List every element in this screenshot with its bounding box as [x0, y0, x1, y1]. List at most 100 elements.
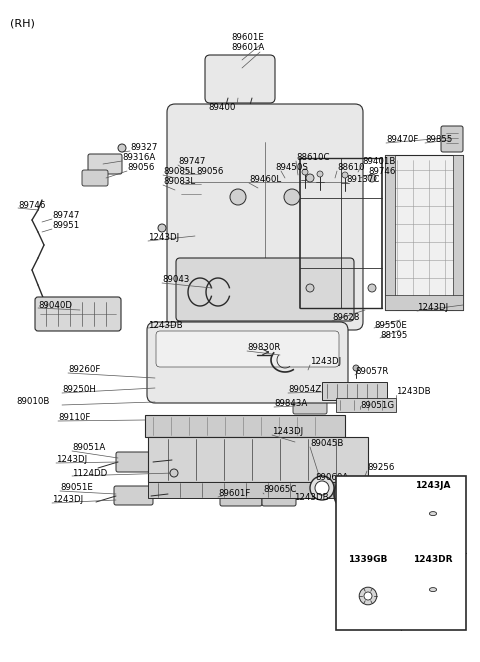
Bar [148, 437, 368, 482]
Text: 89401B: 89401B [362, 158, 396, 167]
FancyBboxPatch shape [176, 258, 354, 321]
Text: 1243DJ: 1243DJ [417, 303, 448, 312]
Text: 1339GB: 1339GB [348, 555, 388, 563]
FancyBboxPatch shape [116, 452, 155, 472]
Text: 1243DJ: 1243DJ [272, 428, 303, 436]
Bar [385, 155, 395, 310]
Text: 89855: 89855 [425, 136, 452, 144]
Text: 89051G: 89051G [360, 401, 394, 410]
Bar [453, 155, 463, 310]
Text: (RH): (RH) [10, 18, 35, 28]
Text: 89316A: 89316A [122, 154, 155, 162]
FancyBboxPatch shape [156, 331, 339, 367]
Text: 88610C: 88610C [296, 154, 329, 162]
Text: 89083L: 89083L [163, 177, 195, 187]
FancyBboxPatch shape [205, 55, 275, 103]
Text: 89056: 89056 [127, 164, 155, 173]
Circle shape [359, 587, 377, 605]
FancyBboxPatch shape [147, 322, 348, 403]
Bar [385, 155, 463, 310]
Circle shape [342, 172, 348, 178]
Text: 89951: 89951 [52, 222, 79, 230]
Text: 89470F: 89470F [386, 136, 419, 144]
Circle shape [317, 171, 323, 177]
FancyBboxPatch shape [35, 297, 121, 331]
Text: 1243DB: 1243DB [396, 387, 431, 397]
FancyBboxPatch shape [262, 486, 296, 506]
Text: 1243JA: 1243JA [415, 481, 451, 491]
Circle shape [368, 174, 376, 182]
Bar [145, 415, 345, 437]
Circle shape [315, 481, 329, 495]
Circle shape [364, 592, 372, 600]
Text: 1243DJ: 1243DJ [52, 495, 83, 504]
Text: 89746: 89746 [18, 201, 46, 209]
Text: 89400: 89400 [208, 103, 236, 113]
Bar [322, 382, 387, 400]
Text: 89601E: 89601E [231, 34, 264, 42]
Text: 89843A: 89843A [274, 399, 307, 408]
Bar [148, 482, 378, 498]
Text: 89051A: 89051A [72, 444, 105, 453]
Text: 89043: 89043 [162, 275, 190, 285]
Text: 89746: 89746 [368, 167, 396, 177]
Text: 89065C: 89065C [263, 485, 296, 495]
Bar [385, 295, 463, 310]
Text: 1243DJ: 1243DJ [310, 357, 341, 367]
Text: 1124DD: 1124DD [72, 469, 107, 477]
FancyBboxPatch shape [114, 486, 153, 505]
Text: 89601A: 89601A [231, 44, 264, 52]
Circle shape [306, 174, 314, 182]
Circle shape [118, 144, 126, 152]
Text: 89250H: 89250H [62, 385, 96, 395]
FancyBboxPatch shape [176, 166, 206, 210]
FancyBboxPatch shape [293, 396, 327, 414]
Text: 89256: 89256 [367, 463, 395, 473]
Text: 89085L: 89085L [163, 167, 195, 177]
Text: 89051E: 89051E [60, 483, 93, 493]
Text: 89601F: 89601F [218, 489, 251, 498]
Text: 89110F: 89110F [58, 414, 90, 422]
Text: 1243DB: 1243DB [148, 320, 182, 330]
Text: 88610: 88610 [337, 164, 364, 173]
Text: 89550E: 89550E [374, 320, 407, 330]
Text: 89327: 89327 [130, 144, 157, 152]
Text: 89056: 89056 [196, 167, 223, 177]
Circle shape [284, 189, 300, 205]
Text: 89010B: 89010B [16, 397, 49, 406]
Text: 89460L: 89460L [249, 175, 281, 185]
Text: 1243DJ: 1243DJ [148, 234, 179, 242]
Text: 89060A: 89060A [315, 473, 348, 483]
FancyBboxPatch shape [441, 126, 463, 152]
Circle shape [170, 469, 178, 477]
Circle shape [353, 365, 359, 371]
Circle shape [158, 224, 166, 232]
Text: 89830R: 89830R [247, 344, 280, 352]
Circle shape [368, 284, 376, 292]
Circle shape [310, 476, 334, 500]
FancyBboxPatch shape [82, 170, 108, 186]
Text: 1243DB: 1243DB [294, 493, 329, 502]
Text: 88195: 88195 [380, 330, 408, 340]
Circle shape [230, 189, 246, 205]
Bar [336, 476, 466, 630]
Text: 89628: 89628 [332, 314, 360, 322]
Text: 1243DJ: 1243DJ [56, 455, 87, 465]
Text: 89260F: 89260F [68, 365, 100, 375]
Circle shape [302, 169, 308, 175]
Text: 1243DR: 1243DR [413, 555, 453, 563]
Circle shape [306, 284, 314, 292]
Text: 89054Z: 89054Z [288, 385, 321, 395]
Ellipse shape [430, 588, 437, 592]
Text: 89057R: 89057R [355, 367, 388, 377]
FancyBboxPatch shape [167, 104, 363, 330]
Text: 89747: 89747 [52, 211, 79, 220]
Text: 89450S: 89450S [275, 164, 308, 173]
FancyBboxPatch shape [88, 154, 122, 174]
Text: 89137C: 89137C [346, 175, 379, 185]
FancyBboxPatch shape [220, 488, 262, 506]
Bar [336, 398, 396, 412]
Ellipse shape [430, 512, 437, 516]
Text: 89045B: 89045B [310, 440, 343, 448]
Text: 89747: 89747 [178, 158, 205, 167]
